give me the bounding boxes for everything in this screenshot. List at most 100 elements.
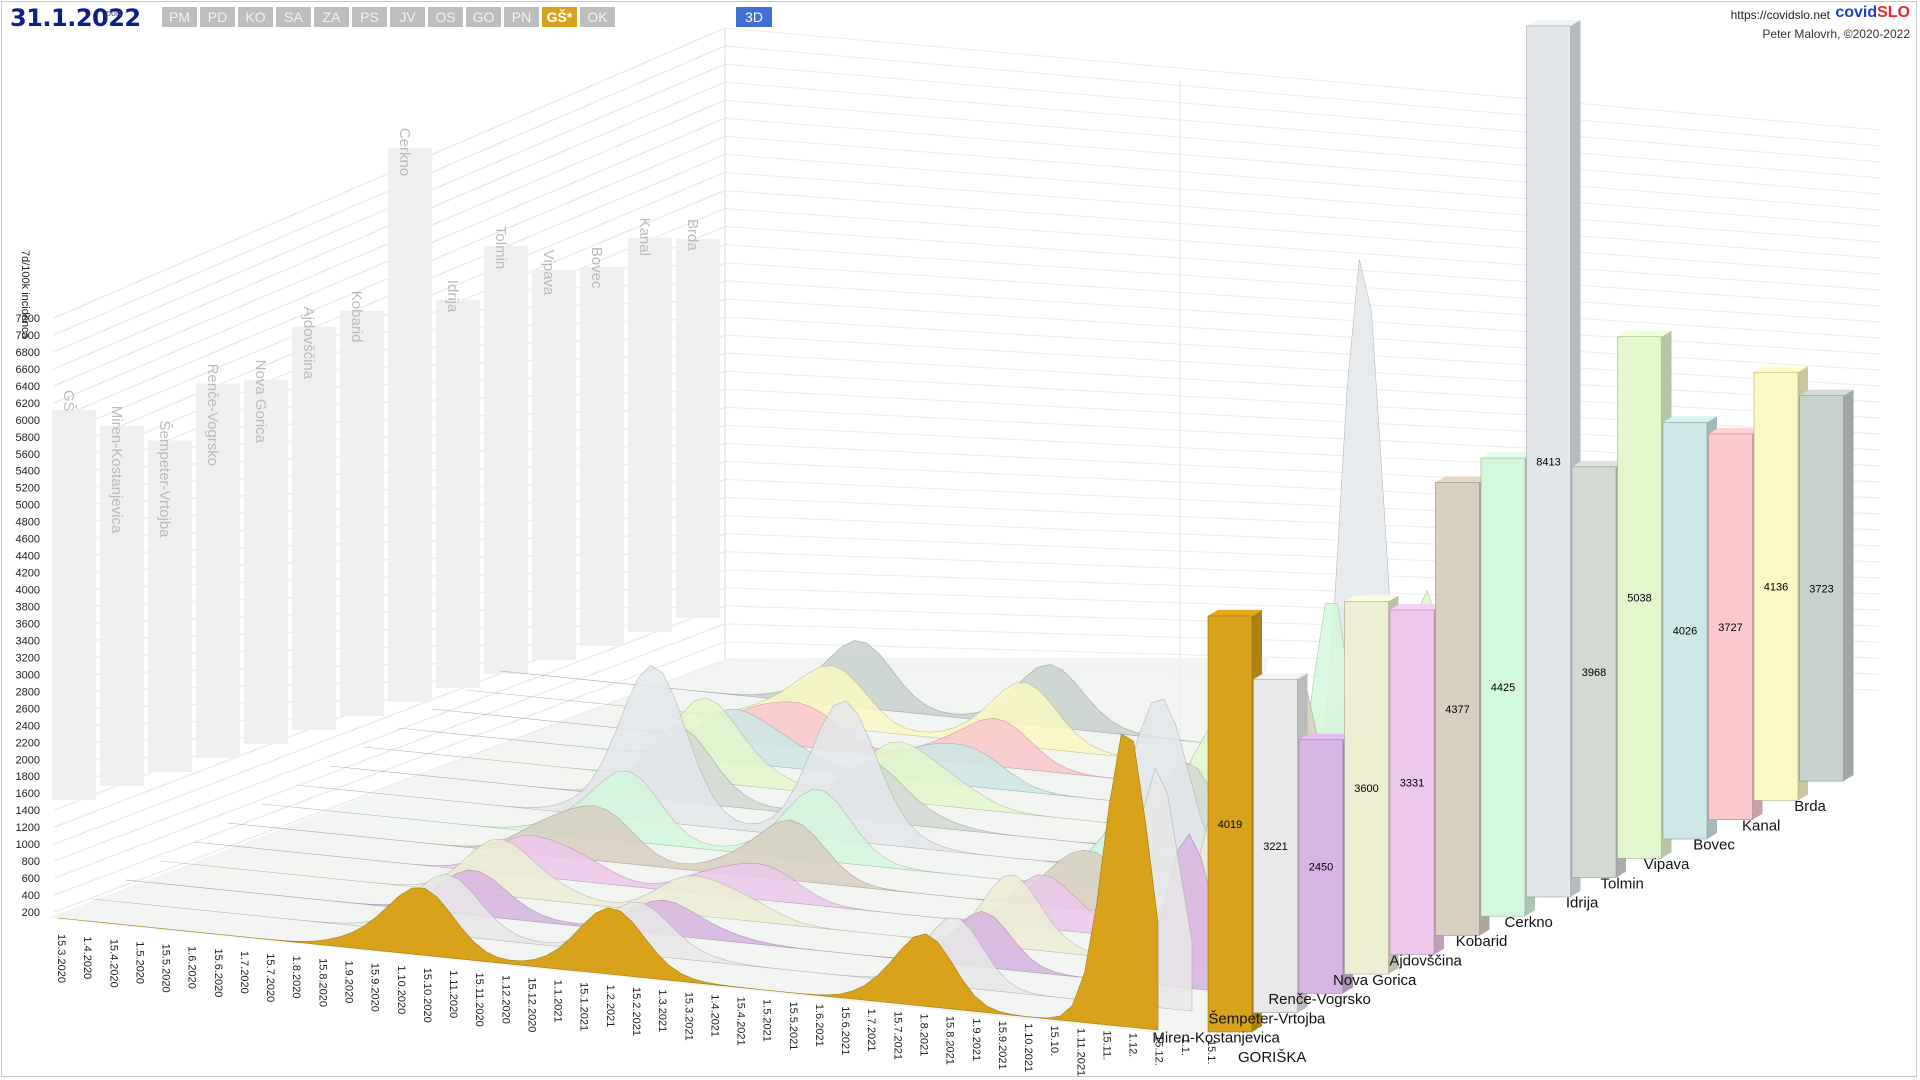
- date-title: 31.1.2022: [10, 4, 141, 32]
- bar-value-label: 3968: [1582, 667, 1606, 679]
- date-tick-label: 1.5.2021: [761, 999, 773, 1042]
- back-bar: [484, 245, 528, 674]
- bar-top: [1299, 733, 1353, 740]
- back-region-label: Nova Gorica: [252, 360, 269, 444]
- region-name-label: Nova Gorica: [1333, 972, 1417, 989]
- bar-top: [1390, 603, 1444, 610]
- date-tick-label: 15.8.2021: [944, 1016, 956, 1065]
- region-button-sa[interactable]: SA: [276, 7, 311, 27]
- back-bar: [148, 440, 192, 772]
- y-tick-label: 7000: [16, 330, 40, 342]
- region-button-pm[interactable]: PM: [162, 7, 197, 27]
- region-name-label: Brda: [1794, 798, 1826, 815]
- back-bar: [100, 425, 144, 786]
- grid-line-left: [53, 623, 726, 879]
- region-button-ok[interactable]: OK: [580, 7, 615, 27]
- y-tick-label: 3600: [16, 618, 40, 630]
- y-tick-label: 400: [22, 890, 40, 902]
- region-name-label: Tolmin: [1601, 875, 1644, 892]
- grid-line-right: [724, 190, 1881, 275]
- bar-front: [1435, 482, 1480, 936]
- back-bar: [436, 299, 480, 688]
- grid-line-right: [724, 81, 1881, 179]
- date-tick-label: 1.7.2020: [238, 951, 250, 994]
- date-tick-label: 1.10.2020: [395, 965, 407, 1014]
- region-button-pd[interactable]: PD: [200, 7, 235, 27]
- y-tick-label: 1200: [16, 822, 40, 834]
- region-selector: PM PD KO SA ZA PS JV OS GO PN GŠ* OK: [162, 7, 615, 27]
- region-button-os[interactable]: OS: [428, 7, 463, 27]
- region-button-ko[interactable]: KO: [238, 7, 273, 27]
- region-button-ps[interactable]: PS: [352, 7, 387, 27]
- y-tick-label: 200: [22, 907, 40, 919]
- bar-value-label: 4026: [1673, 626, 1697, 638]
- y-tick-label: 2800: [16, 686, 40, 698]
- back-bar: [292, 326, 336, 730]
- y-tick-label: 6000: [16, 415, 40, 427]
- date-tick-label: 1.1.2021: [552, 980, 564, 1023]
- grid-line-right: [724, 334, 1881, 403]
- back-bar: [628, 237, 672, 632]
- region-name-label: Cerkno: [1505, 914, 1553, 931]
- date-tick-label: 1.8.2020: [290, 956, 302, 999]
- date-tick-label: 15.7.2021: [891, 1011, 903, 1060]
- date-tick-label: 1.11.2021: [1074, 1028, 1086, 1076]
- grid-line-left: [53, 641, 726, 896]
- region-button-za[interactable]: ZA: [314, 7, 349, 27]
- back-region-label: Bovec: [588, 247, 605, 289]
- bar-front: [1526, 25, 1571, 898]
- y-tick-label: 1000: [16, 839, 40, 851]
- date-tick-label: 1.2.2021: [604, 985, 616, 1028]
- grid-line-right: [724, 226, 1881, 307]
- y-axis-title: 7d/100k incidenca: [19, 250, 31, 340]
- y-tick-label: 4600: [16, 534, 40, 546]
- back-region-label: Ajdovščina: [300, 307, 317, 380]
- series-ribbon: [57, 733, 1159, 1031]
- bar-top: [1435, 476, 1490, 483]
- region-name-label: Šempeter-Vrtojba: [1208, 1010, 1326, 1027]
- view-3d-button[interactable]: 3D: [736, 7, 772, 27]
- bar-value-label: 4136: [1764, 581, 1788, 593]
- date-tick-label: 15.2.2021: [630, 987, 642, 1036]
- date-tick-label: 1.9.2020: [343, 961, 355, 1004]
- y-tick-label: 4200: [16, 568, 40, 580]
- y-tick-label: 2200: [16, 737, 40, 749]
- back-region-label: Miren-Kostanjevica: [108, 406, 125, 534]
- back-bar: [388, 147, 432, 702]
- date-tick-label: 15.11.2020: [473, 973, 485, 1027]
- y-tick-label: 1600: [16, 788, 40, 800]
- date-tick-label: 15.6.2020: [212, 948, 224, 997]
- y-tick-label: 5400: [16, 466, 40, 478]
- region-button-gs[interactable]: GŠ*: [542, 7, 577, 27]
- site-url[interactable]: https://covidslo.net: [1730, 8, 1830, 22]
- y-tick-label: 1400: [16, 805, 40, 817]
- region-button-go[interactable]: GO: [466, 7, 501, 27]
- date-tick-label: 15.5.2020: [160, 944, 172, 993]
- region-name-label: Ajdovščina: [1389, 953, 1462, 970]
- grid-line-right: [724, 316, 1881, 387]
- grid-line-right: [724, 280, 1881, 355]
- region-button-pn[interactable]: PN: [504, 7, 539, 27]
- back-bar: [532, 269, 576, 660]
- back-bar: [52, 409, 96, 800]
- back-wall-bars: GŠ Miren-Kostanjevica Šempeter-Vrtojba Renč…: [52, 128, 720, 800]
- back-region-label: Cerkno: [396, 128, 413, 176]
- bar-value-label: 3600: [1354, 783, 1378, 795]
- region-name-label: Bovec: [1693, 837, 1735, 854]
- date-tick-label: 15.12.: [1153, 1035, 1165, 1066]
- bar-front: [1389, 609, 1435, 956]
- grid-line-right: [724, 99, 1881, 195]
- y-tick-label: 6600: [16, 364, 40, 376]
- y-tick-label: 5800: [16, 432, 40, 444]
- bar-top: [1663, 416, 1717, 423]
- bar-value-label: 3723: [1809, 583, 1833, 595]
- date-tick-label: 15.5.2021: [787, 1001, 799, 1050]
- bar-value-label: 3221: [1263, 841, 1287, 853]
- back-region-label: Kobarid: [348, 291, 365, 343]
- bar-front: [1708, 433, 1753, 820]
- region-button-jv[interactable]: JV: [390, 7, 425, 27]
- brand-logo: covidSLO: [1835, 4, 1910, 22]
- author-credit: Peter Malovrh, ©2020-2022: [1762, 27, 1910, 41]
- grid-line-right: [724, 135, 1881, 227]
